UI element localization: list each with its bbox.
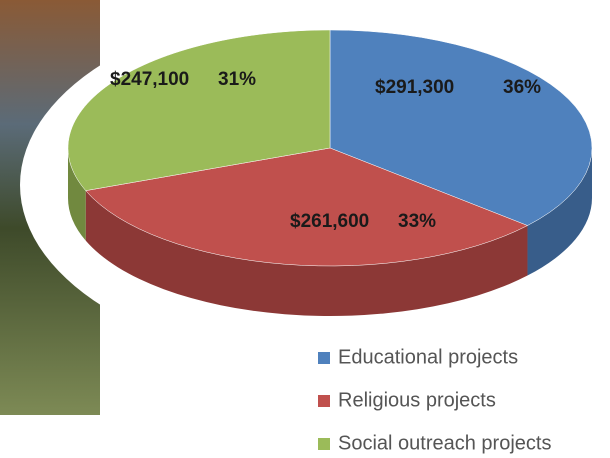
pie: $291,300 36% $261,600 33% $247,100 31%	[68, 30, 592, 316]
chart: $291,300 36% $261,600 33% $247,100 31% Educat…	[0, 0, 610, 458]
percent-label: 33%	[398, 211, 436, 232]
value-label: $247,100	[110, 69, 189, 90]
legend-swatch	[318, 352, 330, 364]
legend: Educational projects Religious projects So…	[318, 346, 551, 454]
value-label: $291,300	[375, 77, 454, 98]
legend-label: Educational projects	[338, 346, 518, 368]
percent-label: 31%	[218, 69, 256, 90]
page: $291,300 36% $261,600 33% $247,100 31% Educat…	[0, 0, 610, 458]
value-label: $261,600	[290, 211, 369, 232]
legend-swatch	[318, 438, 330, 450]
legend-label: Social outreach projects	[338, 432, 551, 454]
percent-label: 36%	[503, 77, 541, 98]
legend-swatch	[318, 395, 330, 407]
legend-label: Religious projects	[338, 389, 496, 411]
